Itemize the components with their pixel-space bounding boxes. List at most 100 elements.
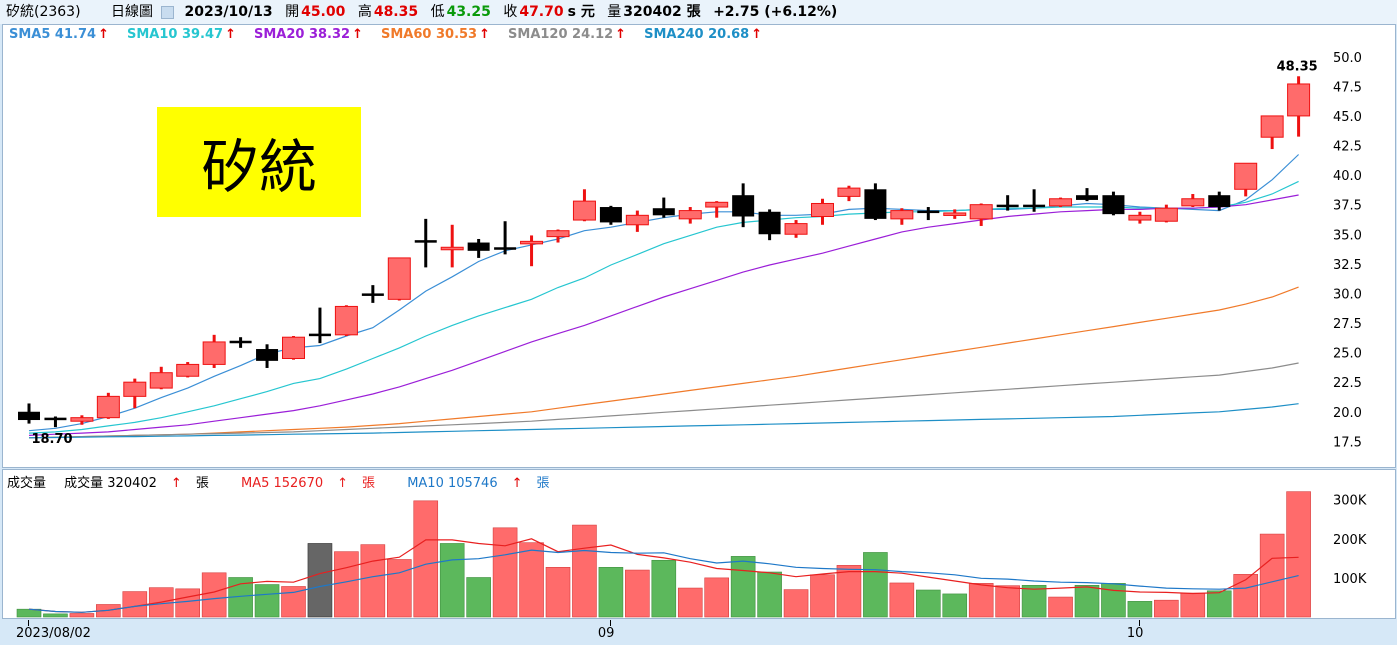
candle: [705, 201, 729, 218]
price-tick-label: 27.5: [1333, 317, 1362, 332]
volume-bar: [386, 559, 412, 618]
sma-legend-label: SMA20 38.32: [253, 27, 351, 42]
ma5-unit: 張: [362, 476, 376, 491]
volume-legend-vol: 成交量 320402: [64, 476, 157, 491]
candle: [202, 334, 226, 368]
price-tick-label: 45.0: [1333, 110, 1362, 125]
candle-body: [599, 207, 622, 223]
candle: [1102, 191, 1125, 216]
candle: [44, 416, 67, 428]
candle-body: [1128, 214, 1152, 221]
volume-bar: [1259, 533, 1285, 618]
candle: [1234, 162, 1258, 197]
volume-bar: [545, 567, 571, 618]
period-dropdown-icon[interactable]: [161, 5, 175, 19]
volume-bar: [254, 584, 280, 618]
volume-bar: [201, 572, 227, 618]
volume-bar: [889, 582, 915, 618]
volume-ma5-line: [28, 538, 1299, 613]
candle-body: [917, 210, 940, 214]
candle-body: [546, 230, 570, 238]
candle-body: [1208, 195, 1231, 208]
date-axis-tick: [609, 620, 611, 626]
volume-ma10-line: [28, 549, 1299, 613]
sma-legend-item[interactable]: SMA5 41.74 ↑: [9, 27, 109, 42]
sma-legend-item[interactable]: SMA60 30.53 ↑: [381, 27, 490, 42]
volume-chart-panel[interactable]: 300K 200K 100K 成交量 成交量 320402 ↑ 張 MA5 152670…: [2, 469, 1396, 619]
open-label: 開: [285, 4, 300, 20]
price-chart-panel[interactable]: 50.0 47.5 45.0 42.5 40.0 37.5 35.0 32.5 30.0 27.5…: [2, 24, 1396, 468]
price-tick-label: 40.0: [1333, 169, 1362, 184]
volume-bar: [307, 543, 333, 618]
volume-bar: [598, 567, 624, 618]
candle-body: [202, 341, 226, 365]
candle: [996, 195, 1019, 211]
candle: [96, 392, 120, 419]
volume-bar: [942, 593, 968, 618]
candle-body: [890, 210, 914, 220]
candle-body: [440, 246, 464, 251]
candle-body: [44, 417, 67, 421]
up-arrow-icon: ↑: [225, 27, 236, 42]
candle: [1023, 189, 1046, 212]
candle: [1154, 204, 1178, 223]
candle: [387, 257, 411, 301]
candle: [1287, 76, 1311, 137]
price-change: +2.75 (+6.12%): [713, 4, 838, 20]
sma-legend-item[interactable]: SMA20 38.32 ↑: [254, 27, 363, 42]
date-axis-label: 09: [597, 626, 615, 641]
candle: [811, 198, 834, 225]
candle-body: [256, 349, 279, 361]
ma10-up-arrow-icon: ↑: [511, 476, 523, 491]
volume-bar: [1101, 583, 1126, 618]
candle-body: [1234, 162, 1258, 190]
volume-bar: [1074, 585, 1100, 618]
sma-line-sma5: [28, 154, 1300, 432]
sma-legend-label: SMA5 41.74: [9, 27, 97, 42]
period-label[interactable]: 日線圖: [111, 4, 154, 20]
candle-body: [1154, 207, 1178, 222]
sma-legend-item[interactable]: SMA10 39.47 ↑: [127, 27, 236, 42]
candle: [414, 218, 437, 268]
volume-chart[interactable]: 300K 200K 100K: [3, 470, 1395, 618]
volume-bar: [1206, 590, 1232, 618]
volume-bar: [836, 565, 862, 618]
volume-legend-up-arrow-icon: ↑: [170, 476, 182, 491]
sma-legend-item[interactable]: SMA120 24.12 ↑: [508, 27, 626, 42]
volume-bar: [439, 543, 465, 618]
sma-line-sma10: [28, 180, 1299, 434]
candle-body: [149, 372, 173, 389]
candle: [625, 210, 649, 232]
volume-value: 320402 張: [623, 4, 701, 20]
volume-tick-label: 200K: [1333, 533, 1367, 548]
sma-legend-item[interactable]: SMA240 20.68 ↑: [644, 27, 762, 42]
candle: [758, 209, 781, 241]
price-chart[interactable]: 50.0 47.5 45.0 42.5 40.0 37.5 35.0 32.5 30.0 27.5…: [3, 25, 1395, 467]
stock-name[interactable]: 矽統(2363): [6, 4, 81, 20]
price-tick-label: 37.5: [1333, 199, 1362, 214]
candle-body: [176, 363, 200, 377]
volume-bar: [757, 571, 782, 618]
price-tick-label: 20.0: [1333, 406, 1362, 421]
candle: [123, 378, 147, 409]
candle-body: [1181, 198, 1205, 207]
volume-bar: [1127, 601, 1153, 618]
candle-body: [784, 223, 808, 235]
candle-body: [572, 200, 596, 221]
volume-bar: [572, 524, 597, 618]
close-label: 收: [503, 4, 518, 20]
date-axis: 2023/08/02 09 10: [0, 620, 1397, 645]
up-arrow-icon: ↑: [615, 27, 627, 42]
candle-body: [1260, 115, 1284, 138]
price-tick-label: 17.5: [1333, 435, 1362, 450]
candle-body: [18, 411, 40, 421]
candle: [467, 238, 490, 258]
candle: [546, 229, 570, 243]
volume-bar: [413, 500, 439, 618]
candle-body: [414, 240, 437, 243]
volume-bar: [519, 542, 544, 618]
candle-body: [811, 202, 834, 218]
volume-bar: [625, 569, 650, 618]
date-axis-label: 10: [1126, 626, 1144, 641]
volume-bar: [466, 577, 491, 618]
